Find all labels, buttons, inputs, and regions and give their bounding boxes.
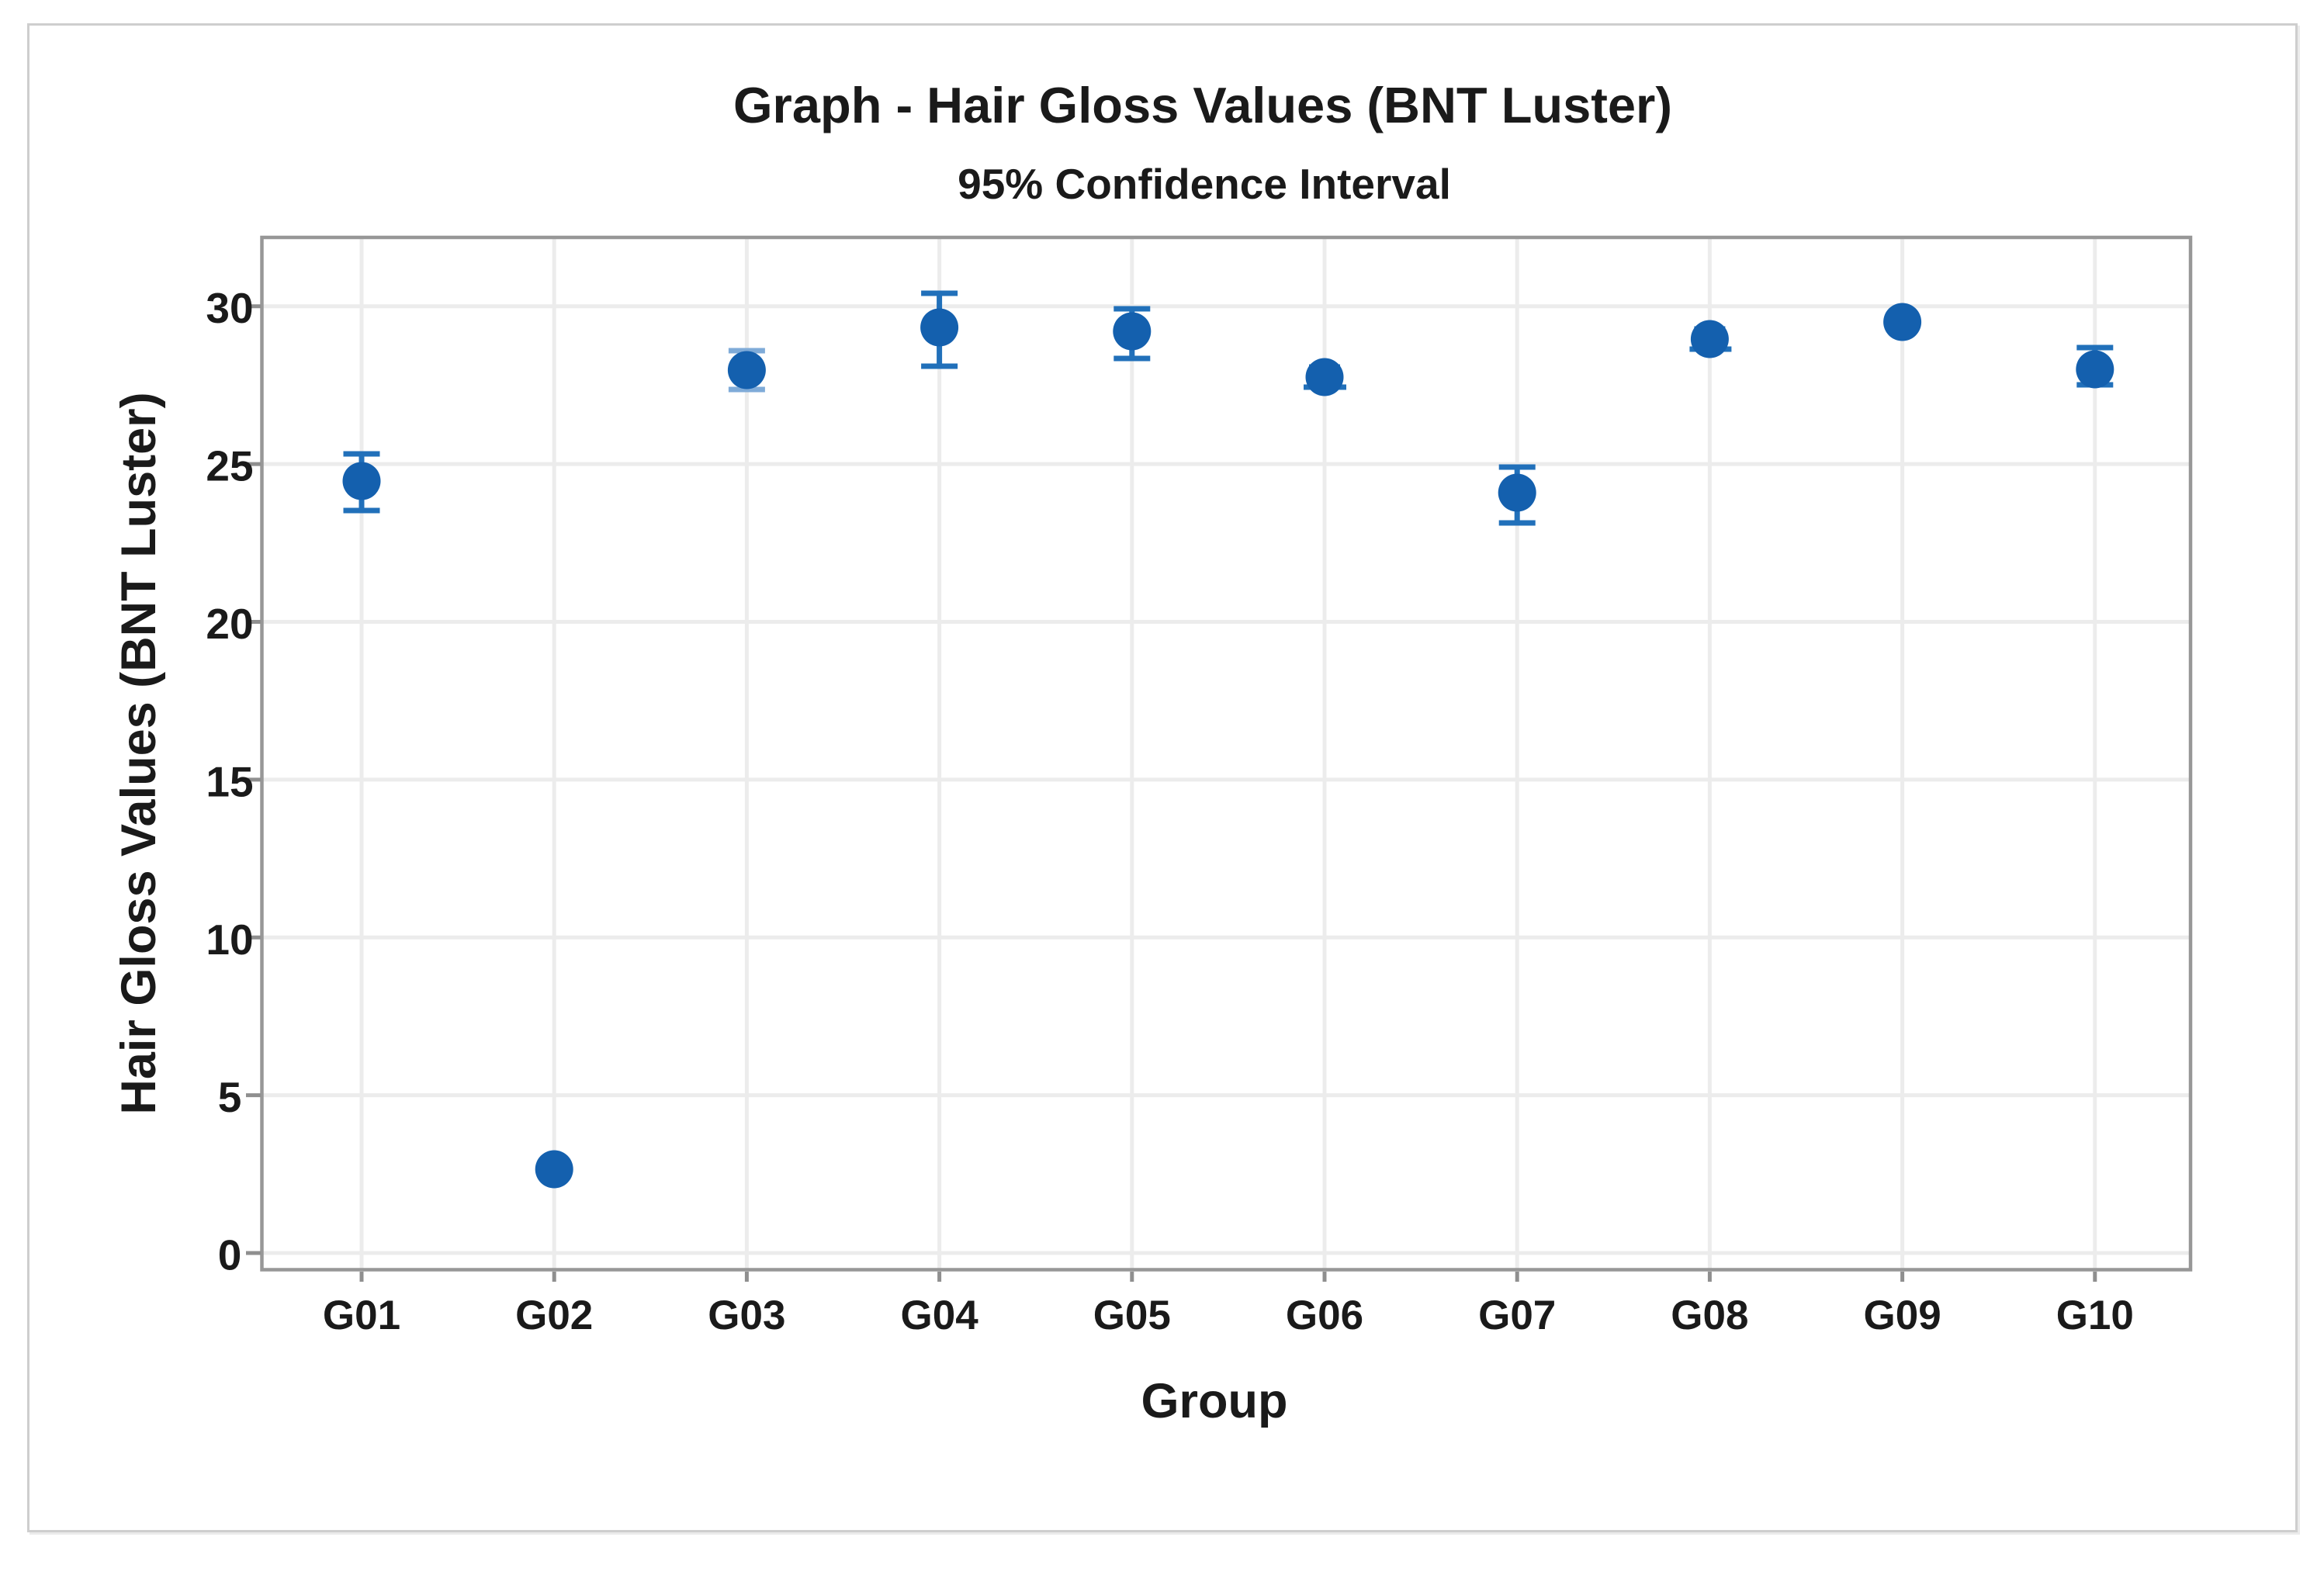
- svg-text:G08: G08: [1671, 1293, 1748, 1338]
- svg-text:G01: G01: [323, 1293, 400, 1338]
- svg-text:10: 10: [206, 916, 253, 964]
- svg-text:20: 20: [206, 600, 253, 648]
- svg-text:0: 0: [218, 1231, 242, 1279]
- svg-text:30: 30: [206, 284, 253, 332]
- svg-text:5: 5: [218, 1073, 242, 1121]
- svg-text:Hair Gloss Values (BNT Luster): Hair Gloss Values (BNT Luster): [112, 392, 166, 1114]
- svg-text:G06: G06: [1286, 1293, 1363, 1338]
- svg-text:G04: G04: [901, 1293, 979, 1338]
- svg-text:Graph - Hair Gloss Values (BNT: Graph - Hair Gloss Values (BNT Luster): [733, 77, 1672, 133]
- svg-text:G02: G02: [515, 1293, 593, 1338]
- svg-text:G05: G05: [1093, 1293, 1171, 1338]
- svg-text:25: 25: [206, 442, 253, 490]
- svg-text:G09: G09: [1864, 1293, 1941, 1338]
- svg-text:95% Confidence Interval: 95% Confidence Interval: [958, 160, 1451, 208]
- svg-text:G10: G10: [2056, 1293, 2134, 1338]
- svg-text:15: 15: [206, 757, 253, 805]
- svg-text:G07: G07: [1478, 1293, 1556, 1338]
- svg-text:G03: G03: [708, 1293, 785, 1338]
- svg-text:Group: Group: [1141, 1374, 1288, 1428]
